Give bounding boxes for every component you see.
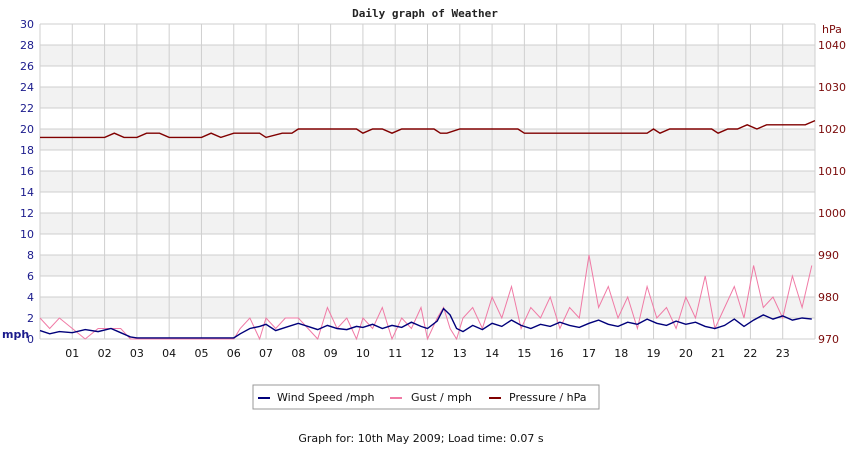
plot-grid	[39, 23, 816, 340]
x-tick-label: 11	[388, 347, 402, 360]
legend-box	[252, 384, 600, 410]
x-tick-label: 04	[162, 347, 176, 360]
right-axis-ticks: 970 980 990 1000 1010 1020 1030 1040	[818, 39, 846, 346]
x-tick-label: 18	[614, 347, 628, 360]
left-tick-label: 12	[20, 207, 34, 220]
legend-label-wind: Wind Speed /mph	[277, 391, 375, 404]
x-tick-label: 02	[98, 347, 112, 360]
right-tick-label: 990	[818, 249, 839, 262]
left-tick-label: 0	[27, 333, 34, 346]
x-tick-label: 13	[453, 347, 467, 360]
x-tick-label: 16	[550, 347, 564, 360]
x-tick-label: 05	[194, 347, 208, 360]
left-tick-label: 14	[20, 186, 34, 199]
legend: Wind Speed /mph Gust / mph Pressure / hP…	[252, 384, 600, 410]
series-line-wind	[39, 307, 812, 339]
right-axis-unit: hPa	[822, 23, 842, 36]
left-tick-label: 2	[27, 312, 34, 325]
left-tick-label: 10	[20, 228, 34, 241]
left-tick-label: 22	[20, 102, 34, 115]
right-tick-label: 1020	[818, 123, 846, 136]
left-tick-label: 18	[20, 144, 34, 157]
x-tick-label: 20	[679, 347, 693, 360]
x-tick-label: 21	[711, 347, 725, 360]
left-tick-label: 20	[20, 123, 34, 136]
x-tick-label: 14	[485, 347, 499, 360]
chart-title: Daily graph of Weather	[352, 7, 498, 20]
x-tick-label: 08	[291, 347, 305, 360]
x-tick-label: 09	[324, 347, 338, 360]
x-tick-label: 07	[259, 347, 273, 360]
series-line-pressure	[40, 119, 816, 139]
left-tick-label: 6	[27, 270, 34, 283]
x-tick-label: 22	[743, 347, 757, 360]
x-tick-label: 10	[356, 347, 370, 360]
right-tick-label: 1040	[818, 39, 846, 52]
legend-label-pressure: Pressure / hPa	[509, 391, 587, 404]
x-tick-label: 12	[421, 347, 435, 360]
footer-text: Graph for: 10th May 2009; Load time: 0.0…	[298, 432, 544, 445]
x-tick-label: 15	[517, 347, 531, 360]
series-line-gust	[39, 254, 813, 341]
right-tick-label: 1010	[818, 165, 846, 178]
x-tick-label: 19	[647, 347, 661, 360]
x-tick-label: 17	[582, 347, 596, 360]
left-tick-label: 16	[20, 165, 34, 178]
left-tick-label: 30	[20, 18, 34, 31]
x-tick-label: 01	[65, 347, 79, 360]
x-tick-label: 03	[130, 347, 144, 360]
left-tick-label: 28	[20, 39, 34, 52]
x-tick-label: 06	[227, 347, 241, 360]
right-tick-label: 1000	[818, 207, 846, 220]
left-axis-unit: mph	[2, 328, 29, 341]
series-lines	[39, 119, 816, 341]
right-tick-label: 970	[818, 333, 839, 346]
right-tick-label: 980	[818, 291, 839, 304]
left-tick-label: 8	[27, 249, 34, 262]
left-tick-label: 4	[27, 291, 34, 304]
left-tick-label: 24	[20, 81, 34, 94]
x-axis-ticks: 01 02 03 04 05 06 07 08 09 10 11 12 13 14 15 16 17 18 19 20…	[65, 347, 789, 360]
legend-label-gust: Gust / mph	[411, 391, 472, 404]
x-tick-label: 23	[776, 347, 790, 360]
left-tick-label: 26	[20, 60, 34, 73]
right-tick-label: 1030	[818, 81, 846, 94]
